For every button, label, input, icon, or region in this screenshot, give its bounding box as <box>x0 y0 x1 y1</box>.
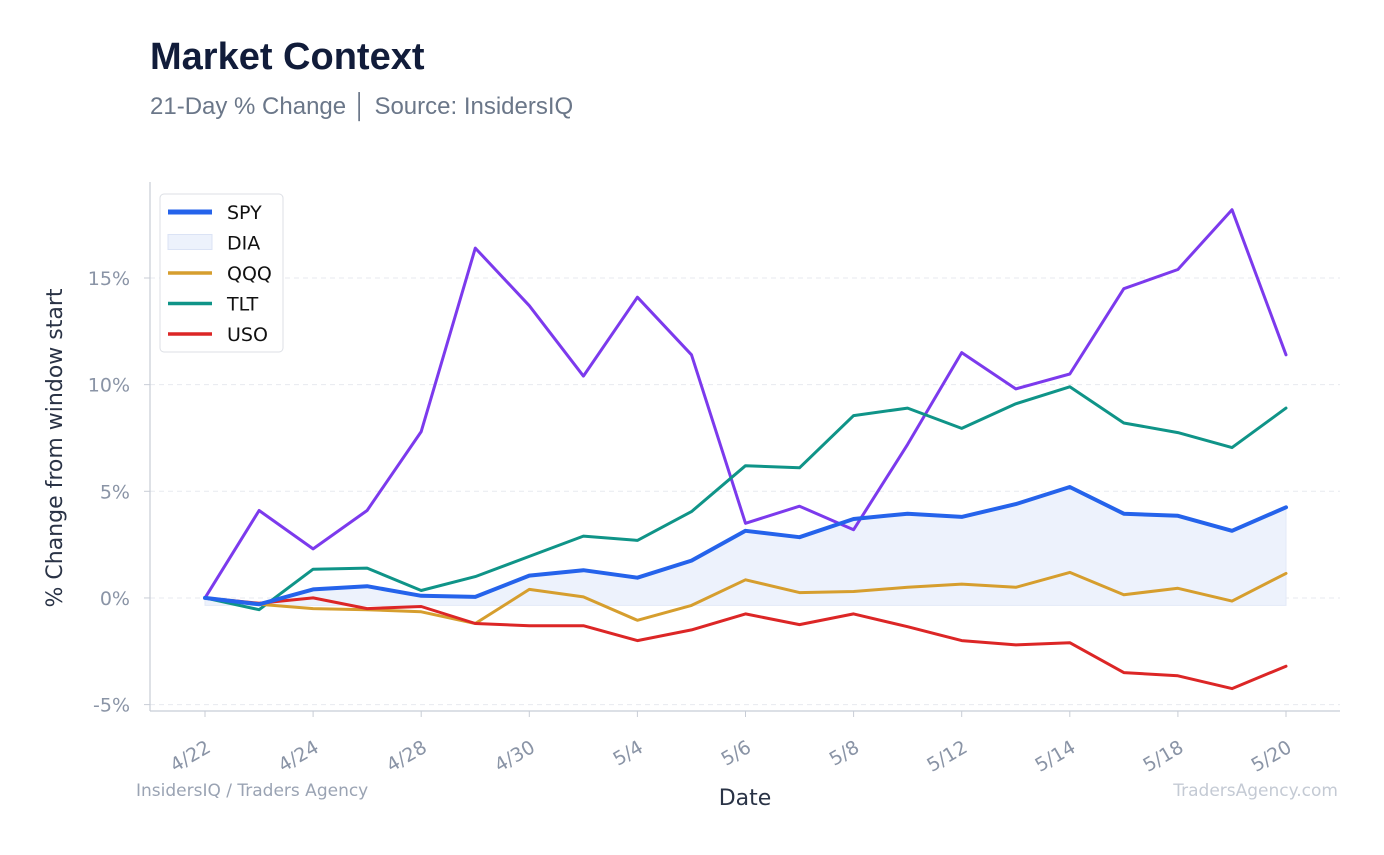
x-tick-label: 5/20 <box>1248 736 1296 776</box>
chart-subtitle: 21-Day % Change │ Source: InsidersIQ <box>150 93 574 120</box>
x-tick-label: 5/18 <box>1139 736 1187 776</box>
y-tick-label: -5% <box>93 695 130 717</box>
series-spy-line <box>203 485 1288 607</box>
x-tick-label: 4/24 <box>275 736 323 776</box>
legend-label-spy: SPY <box>227 202 262 224</box>
legend-label-qqq: QQQ <box>227 263 272 285</box>
y-axis-title: % Change from window start <box>43 288 68 607</box>
x-tick-label: 4/30 <box>491 736 539 776</box>
y-tick-label: 10% <box>88 375 130 397</box>
chart-title: Market Context <box>150 36 425 78</box>
x-tick-labels: 4/22 4/24 4/28 4/30 5/4 5/6 5/8 5/12 5/14 5/18 5/2… <box>167 736 1296 776</box>
series-tlt-line <box>203 385 1288 612</box>
y-tick-label: 15% <box>88 268 130 290</box>
series-lines <box>203 208 1288 691</box>
y-tick-labels: -5% 0% 5% 10% 15% <box>88 268 130 717</box>
x-tick-label: 5/6 <box>718 736 755 770</box>
y-tick-label: 0% <box>100 588 130 610</box>
legend-label-uso: USO <box>227 324 268 346</box>
legend-label-dia: DIA <box>227 233 260 255</box>
x-tick-label: 5/14 <box>1031 736 1079 776</box>
y-tick-label: 5% <box>100 481 130 503</box>
axes <box>144 182 1340 717</box>
legend: SPY DIA QQQ TLT USO <box>159 193 284 353</box>
legend-box <box>159 193 284 353</box>
x-tick-label: 5/8 <box>826 736 863 770</box>
x-tick-label: 4/22 <box>167 736 215 776</box>
legend-swatch-dia <box>167 234 213 250</box>
grid-lines <box>150 277 1340 706</box>
series-uso-line <box>203 596 1288 691</box>
x-axis-title: Date <box>719 786 772 811</box>
x-tick-label: 4/28 <box>383 736 431 776</box>
footer-credit: InsidersIQ / Traders Agency <box>136 781 368 801</box>
x-tick-label: 5/12 <box>923 736 971 776</box>
x-tick-label: 5/4 <box>609 736 646 770</box>
legend-label-tlt: TLT <box>226 294 259 316</box>
series-unlabeled-line <box>203 208 1288 600</box>
series-qqq-line <box>203 570 1288 625</box>
footer-watermark: TradersAgency.com <box>1172 781 1338 801</box>
